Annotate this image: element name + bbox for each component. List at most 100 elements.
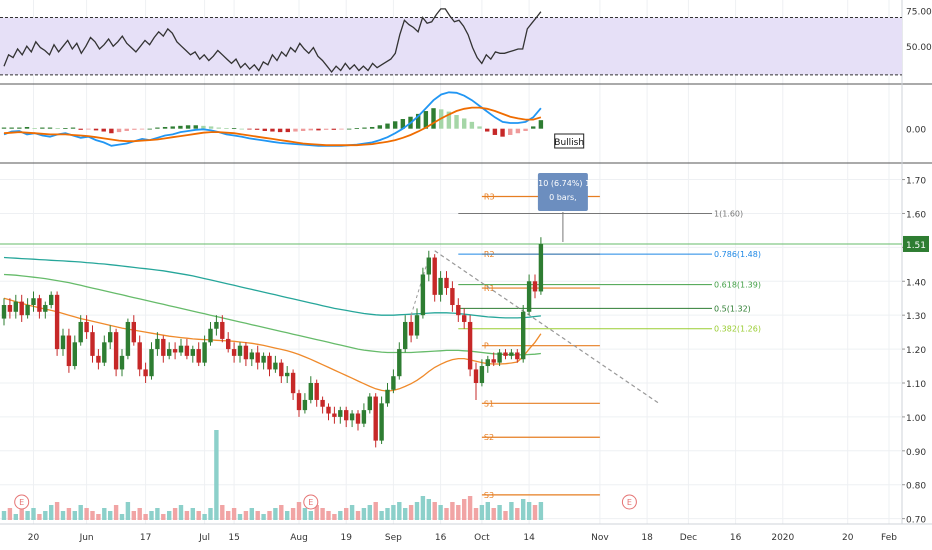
- candle-body: [54, 294, 60, 350]
- macd-histogram-bar: [109, 128, 114, 134]
- moving-average-mid: [3, 273, 541, 356]
- pivot-level-label: S2: [484, 433, 494, 442]
- volume-bar: [161, 514, 166, 520]
- candle-body: [320, 399, 325, 407]
- volume-bar: [290, 508, 296, 520]
- macd-histogram-bar: [285, 128, 290, 133]
- macd-panel: Bullish: [1, 91, 585, 149]
- candle-body: [450, 288, 455, 306]
- macd-histogram-bar: [369, 126, 375, 129]
- candle-body: [267, 355, 272, 370]
- volume-bar: [344, 508, 349, 520]
- earnings-marker-label: E: [627, 498, 632, 507]
- candle-body: [231, 349, 237, 356]
- macd-histogram-bar: [101, 128, 106, 132]
- candle-body: [285, 372, 290, 377]
- macd-histogram-bar: [40, 127, 45, 129]
- macd-histogram-bar: [239, 128, 244, 130]
- candle-body: [349, 413, 355, 421]
- pivot-level-label: R3: [484, 193, 495, 202]
- time-tick-label: Jul: [198, 533, 210, 543]
- candle-body: [243, 345, 249, 360]
- volume-bar: [178, 505, 184, 520]
- volume-bar: [1, 511, 7, 520]
- candle-body: [485, 359, 490, 367]
- candle-body: [60, 335, 66, 350]
- time-tick-label: Aug: [290, 533, 308, 543]
- volume-bar: [96, 514, 101, 520]
- candle-body: [509, 352, 514, 356]
- macd-histogram-bar: [454, 115, 459, 129]
- macd-histogram-bar: [531, 126, 536, 129]
- volume-bar: [349, 505, 355, 520]
- time-tick-label: Nov: [591, 533, 609, 543]
- fib-level-label: 1(1.60): [714, 209, 743, 218]
- time-tick-label: Jun: [79, 533, 94, 543]
- candle-body: [125, 321, 131, 356]
- price-tick-label: 1.20: [906, 346, 926, 356]
- candle-body: [261, 355, 266, 363]
- volume-bar: [155, 508, 160, 520]
- macd-line: [3, 91, 542, 147]
- earnings-marker[interactable]: [14, 494, 30, 510]
- candle-body: [361, 410, 367, 424]
- volume-bar: [119, 514, 125, 520]
- price-axis[interactable]: 75.0050.000.001.701.601.501.401.301.201.…: [902, 7, 932, 526]
- macd-histogram-bar: [78, 128, 83, 130]
- candle-body: [338, 410, 343, 417]
- candle-body: [515, 352, 520, 360]
- macd-histogram-bar: [254, 128, 260, 130]
- pivot-level-label: P: [484, 342, 489, 351]
- volume-bar: [326, 511, 331, 520]
- candle-body: [308, 382, 313, 400]
- fib-level-label: 0.618(1.39): [714, 281, 761, 290]
- macd-histogram-bar: [155, 127, 160, 129]
- volume-bar: [13, 514, 18, 520]
- candle-body: [385, 389, 390, 404]
- fib-level-label: 0.5(1.32): [714, 304, 751, 313]
- volume-bar: [296, 502, 302, 520]
- macd-histogram-bar: [392, 121, 398, 129]
- time-tick-label: 14: [523, 533, 535, 543]
- candle-body: [473, 369, 479, 383]
- volume-bar: [391, 505, 396, 520]
- volume-bar: [72, 511, 77, 520]
- candle-body: [296, 393, 302, 411]
- time-axis[interactable]: 20 Jun 17 Jul 15 Aug 19 Sep 16 Oct 14 Nov 18 Dec 16 202…: [28, 533, 897, 543]
- candle-body: [403, 321, 408, 350]
- volume-bar: [338, 511, 343, 520]
- volume-bar: [66, 508, 72, 520]
- candle-body: [108, 332, 113, 343]
- candle-body: [444, 277, 449, 289]
- pivot-level-label: S3: [484, 491, 494, 500]
- volume-bar: [149, 511, 154, 520]
- volume-bar: [267, 511, 272, 520]
- macd-histogram-bar: [32, 128, 37, 129]
- candle-body: [479, 366, 485, 383]
- volume-bar: [31, 508, 36, 520]
- macd-histogram-bar: [415, 113, 421, 129]
- candle-body: [19, 301, 24, 316]
- macd-histogram-bar: [55, 128, 60, 129]
- rsi-band: [0, 17, 902, 75]
- macd-histogram-bar: [377, 125, 383, 129]
- candle-body: [438, 277, 443, 295]
- volume-bar: [54, 502, 60, 520]
- price-tick-label: 1.70: [906, 177, 926, 187]
- macd-histogram-bar: [47, 127, 53, 129]
- measure-callout-line2: 0 bars,: [549, 193, 577, 202]
- candle-body: [373, 396, 378, 441]
- macd-histogram-bar: [515, 128, 521, 134]
- macd-histogram-bar: [170, 126, 175, 129]
- macd-histogram-bar: [431, 108, 436, 129]
- macd-histogram-bar: [331, 128, 337, 130]
- candle-body: [279, 362, 284, 377]
- volume-bar: [408, 505, 414, 520]
- candle-body: [255, 352, 260, 363]
- volume-bar: [509, 502, 514, 520]
- price-tick-label: 0.80: [906, 482, 926, 492]
- earnings-marker[interactable]: [303, 494, 319, 510]
- volume-bar: [302, 508, 308, 520]
- earnings-marker[interactable]: [621, 494, 637, 510]
- macd-histogram-bar: [193, 125, 198, 129]
